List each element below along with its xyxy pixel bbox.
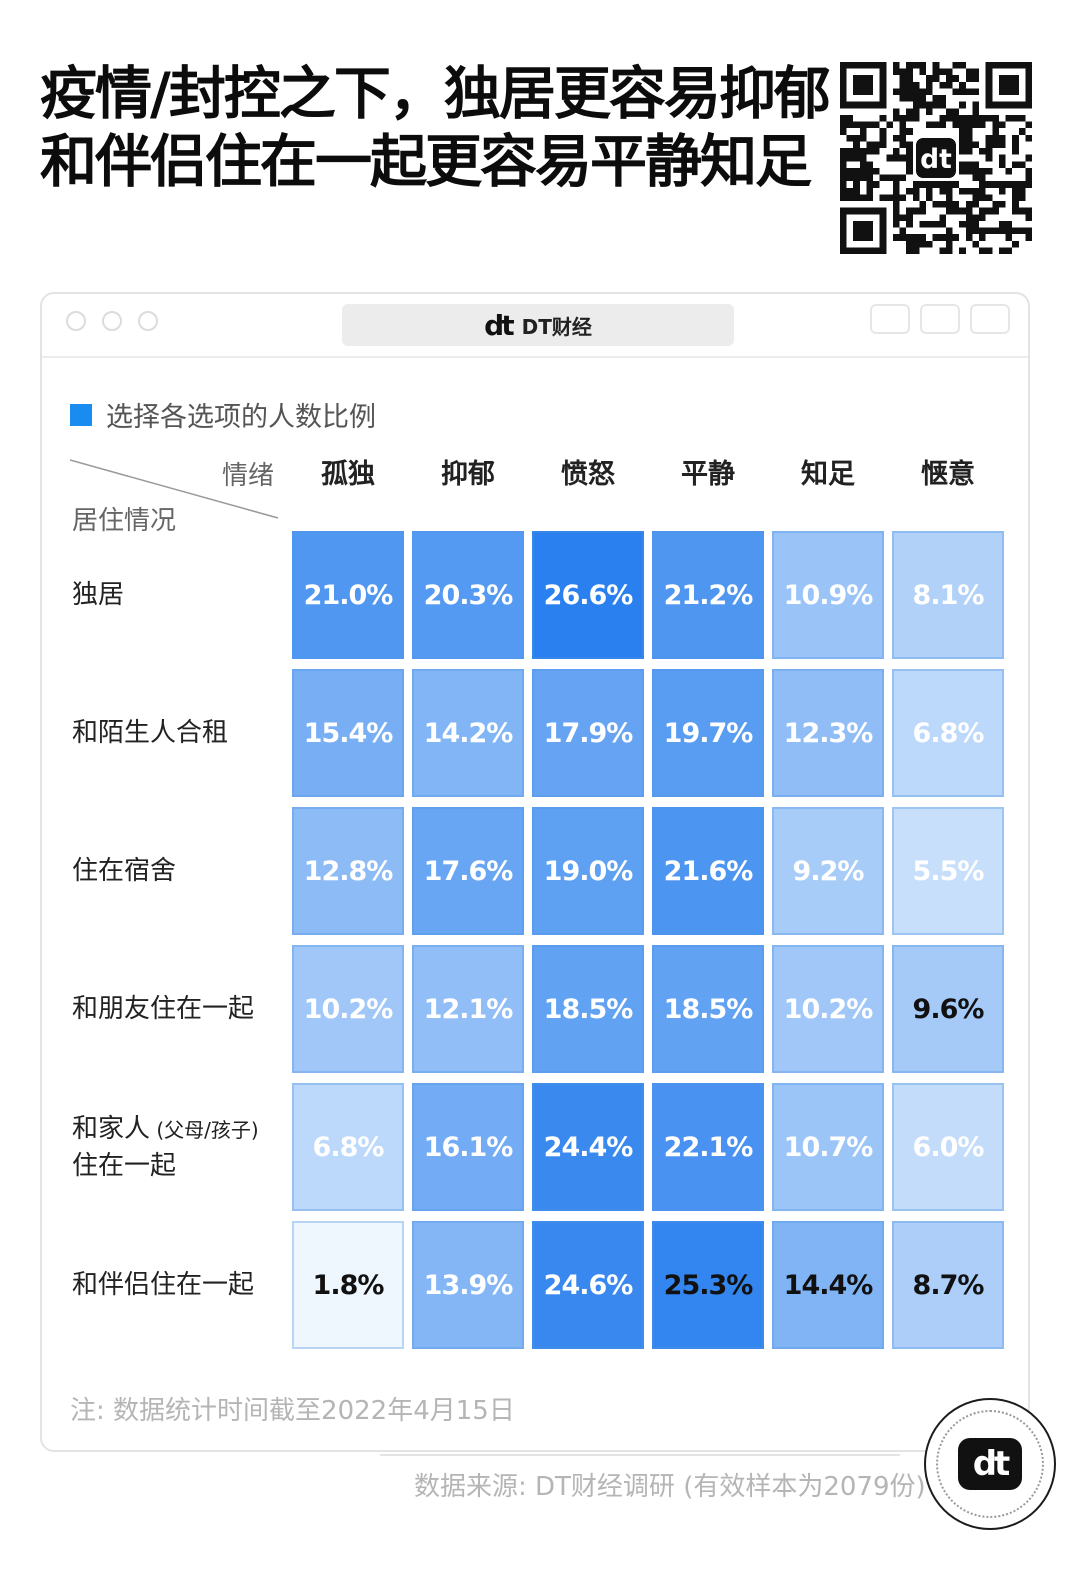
window-titlebar: dt DT财经 [42, 294, 1028, 358]
row-header: 和家人 (父母/孩子) 住在一起 [72, 1111, 282, 1184]
dt-logo-icon: dt [958, 1438, 1022, 1490]
maximize-icon[interactable] [138, 311, 158, 331]
column-header: 抑郁 [441, 459, 495, 490]
column-header: 愤怒 [561, 459, 615, 490]
row-header: 住在宿舍 [72, 856, 177, 886]
dt-logo-icon: dt [484, 308, 514, 342]
window-tab[interactable]: dt DT财经 [342, 304, 734, 346]
minimize-icon[interactable] [102, 311, 122, 331]
share-icon[interactable] [920, 304, 960, 334]
column-header: 平静 [681, 459, 735, 490]
title-line-1: 疫情/封控之下，独居更容易抑郁 [40, 61, 831, 127]
chart-legend: 选择各选项的人数比例 [70, 395, 376, 434]
row-header: 独居 [72, 580, 125, 610]
page-title: 疫情/封控之下，独居更容易抑郁 和伴侣住在一起更容易平静知足 [40, 60, 831, 196]
row-header: 和伴侣住在一起 [72, 1270, 255, 1300]
svg-text:dt: dt [920, 144, 952, 175]
column-axis-label: 情绪 [222, 461, 275, 491]
row-header-line1: 和家人 [72, 1114, 151, 1144]
row-header-line2: 住在一起 [72, 1151, 177, 1181]
legend-label: 选择各选项的人数比例 [106, 402, 376, 433]
legend-swatch [70, 403, 92, 426]
corner-diagonal-divider [69, 458, 280, 520]
window-icon[interactable] [970, 304, 1010, 334]
row-header-suffix: (父母/孩子) [150, 1118, 259, 1142]
dt-badge[interactable]: dt [924, 1398, 1056, 1530]
source-divider [380, 1454, 900, 1456]
data-source: 数据来源: DT财经调研 (有效样本为2079份) [414, 1472, 926, 1502]
row-axis-label: 居住情况 [72, 506, 177, 536]
row-header: 和朋友住在一起 [72, 994, 255, 1024]
column-header: 孤独 [321, 459, 375, 490]
footnote: 注: 数据统计时间截至2022年4月15日 [70, 1396, 515, 1426]
record-icon[interactable] [870, 304, 910, 334]
qr-code-icon[interactable]: dt [840, 62, 1032, 254]
brand-name: DT财经 [521, 314, 592, 339]
close-icon[interactable] [66, 311, 86, 331]
row-header: 和陌生人合租 [72, 718, 229, 748]
column-header: 惬意 [921, 459, 975, 490]
badge-ring [936, 1410, 1044, 1518]
title-line-2: 和伴侣住在一起更容易平静知足 [40, 129, 812, 195]
column-header: 知足 [801, 459, 855, 490]
